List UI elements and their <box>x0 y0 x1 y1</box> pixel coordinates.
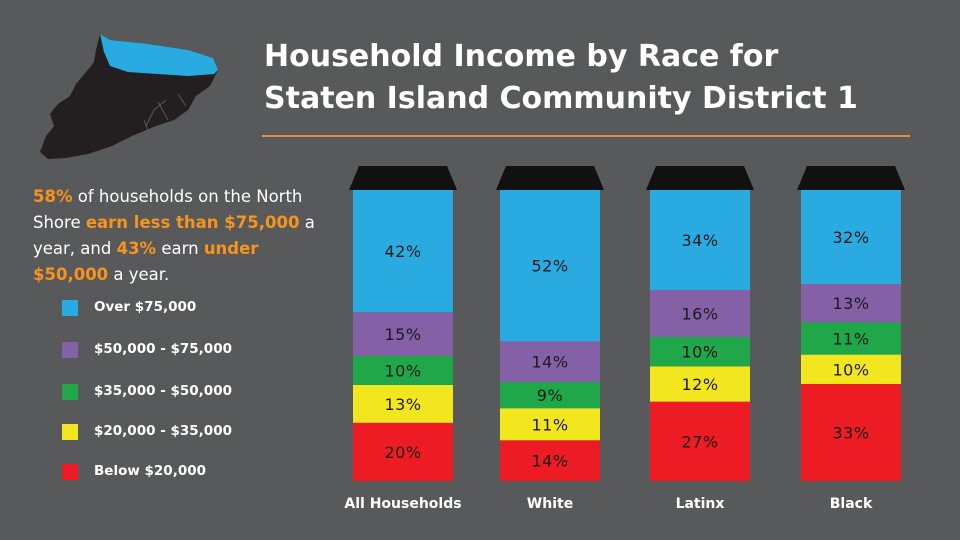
category-label: Black <box>830 496 873 512</box>
category-label: White <box>527 496 573 512</box>
map-district-lines <box>143 93 187 137</box>
title-line-2: Staten Island Community District 1 <box>264 81 858 116</box>
bar-segment <box>801 190 901 285</box>
data-label: 10% <box>681 343 718 362</box>
staten-island-map <box>40 34 218 159</box>
data-label: 33% <box>832 424 869 443</box>
summary-highlight: 58% <box>33 187 73 206</box>
data-label: 27% <box>681 432 718 451</box>
page-title: Household Income by Race for Staten Isla… <box>264 36 924 120</box>
legend-swatch <box>62 300 78 316</box>
data-label: 20% <box>384 443 421 462</box>
data-label: 14% <box>531 452 568 471</box>
bar-segment <box>500 382 600 409</box>
bar-segment <box>500 190 600 342</box>
bar-roof <box>797 166 905 190</box>
summary-highlight: earn less than $75,000 <box>85 213 300 232</box>
data-label: 15% <box>384 325 421 344</box>
summary-text-part: earn <box>156 239 204 258</box>
data-label: 16% <box>681 304 718 323</box>
data-label: 52% <box>531 257 568 276</box>
legend-swatch <box>62 424 78 440</box>
bar-segment <box>801 354 901 384</box>
bar-roof <box>496 166 604 190</box>
legend-label: $20,000 - $35,000 <box>94 423 232 439</box>
data-label: 9% <box>537 386 563 405</box>
bar-segment <box>353 384 453 423</box>
title-divider <box>262 135 910 137</box>
data-label: 12% <box>681 375 718 394</box>
data-label: 11% <box>531 415 568 434</box>
bar-segment <box>353 190 453 313</box>
legend-swatch <box>62 464 78 480</box>
bar-segment <box>650 289 750 337</box>
bar-segment <box>801 384 901 481</box>
summary-highlight: under $50,000 <box>33 239 259 284</box>
bar-segment <box>353 355 453 385</box>
map-north-shore <box>100 34 218 76</box>
summary-text-part: a year, and <box>33 213 315 258</box>
legend-label: Over $75,000 <box>94 299 197 315</box>
summary-highlight: 43% <box>116 239 157 258</box>
data-label: 42% <box>384 242 421 261</box>
data-label: 13% <box>384 395 421 414</box>
category-label: All Households <box>344 496 461 512</box>
bar-segment <box>500 408 600 441</box>
data-label: 10% <box>832 360 869 379</box>
legend-label: Below $20,000 <box>94 463 207 479</box>
bar-segment <box>500 341 600 383</box>
bar-segment <box>353 422 453 481</box>
bar-segment <box>650 190 750 290</box>
summary-text-part: of households on the North Shore <box>33 187 303 232</box>
data-label: 13% <box>832 294 869 313</box>
title-line-1: Household Income by Race for <box>264 39 779 74</box>
data-label: 11% <box>832 329 869 348</box>
data-label: 34% <box>681 231 718 250</box>
bar-roof <box>349 166 457 190</box>
bar-segment <box>650 366 750 402</box>
bar-segment <box>500 440 600 481</box>
data-label: 32% <box>832 228 869 247</box>
bar-segment <box>650 401 750 481</box>
bar-segment <box>650 336 750 367</box>
legend-swatch <box>62 384 78 400</box>
bar-segment <box>801 322 901 355</box>
data-label: 14% <box>531 353 568 372</box>
legend-swatch <box>62 342 78 358</box>
summary-text-part: a year. <box>108 265 170 284</box>
legend-label: $50,000 - $75,000 <box>94 341 232 357</box>
category-label: Latinx <box>676 496 725 512</box>
bar-segment <box>353 312 453 356</box>
data-label: 10% <box>384 361 421 380</box>
legend-label: $35,000 - $50,000 <box>94 383 232 399</box>
bar-roof <box>646 166 754 190</box>
bar-segment <box>801 284 901 323</box>
summary-text: 58% of households on the North Shore ear… <box>33 184 323 288</box>
